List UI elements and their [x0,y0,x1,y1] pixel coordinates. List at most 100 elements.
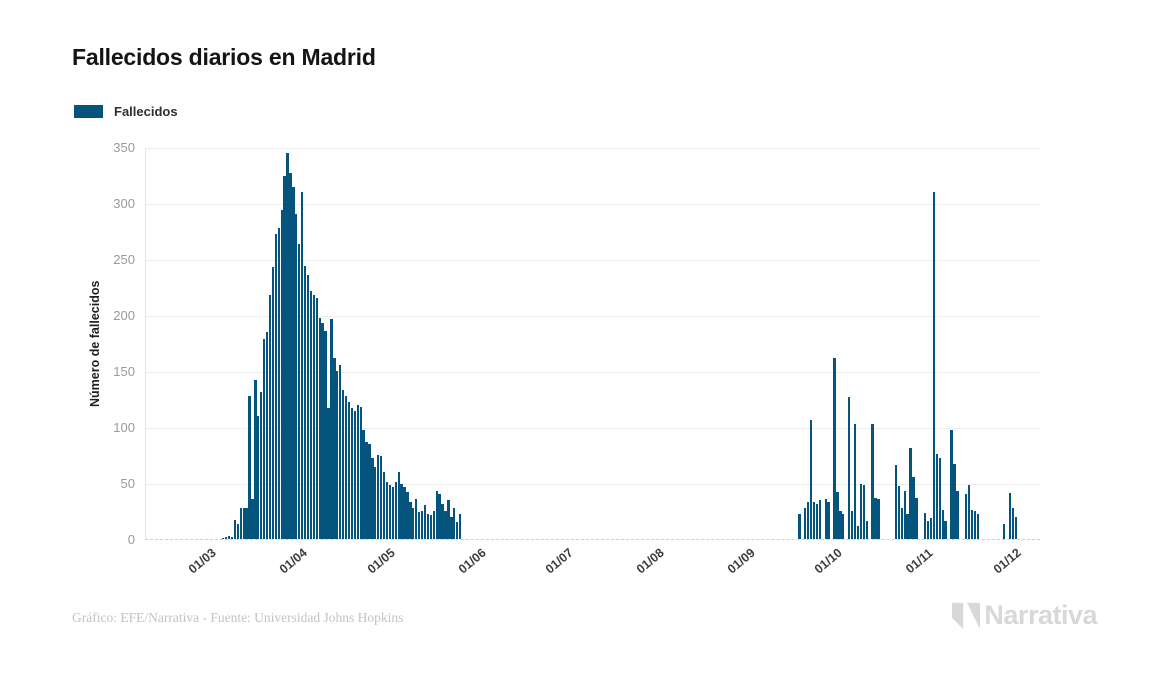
bar[interactable] [242,507,245,539]
bar[interactable] [248,395,251,539]
bar[interactable] [260,392,263,539]
bar[interactable] [909,448,912,539]
bar[interactable] [251,498,254,539]
bar[interactable] [967,485,971,539]
bar[interactable] [458,514,462,539]
bar[interactable] [429,515,433,539]
bar[interactable] [344,395,348,539]
bar[interactable] [315,298,318,539]
bar[interactable] [944,521,947,539]
bar[interactable] [976,514,979,539]
bar[interactable] [280,209,283,539]
bar[interactable] [268,294,272,539]
bar[interactable] [412,507,415,539]
bar[interactable] [254,379,257,539]
bar[interactable] [450,516,453,539]
bar[interactable] [312,294,316,539]
bar[interactable] [970,509,974,539]
bar[interactable] [262,338,266,539]
bar[interactable] [444,511,447,539]
bar[interactable] [397,471,400,539]
bar[interactable] [926,521,930,539]
bar[interactable] [236,524,239,539]
bar[interactable] [318,318,321,539]
bar[interactable] [871,423,874,539]
bar[interactable] [438,494,441,539]
bar[interactable] [441,504,444,539]
bar[interactable] [807,502,810,539]
bar[interactable] [426,514,430,539]
bar[interactable] [859,484,862,539]
bar[interactable] [818,499,822,539]
bar[interactable] [356,404,359,539]
bar[interactable] [809,420,813,539]
bar[interactable] [309,291,313,539]
bar[interactable] [1014,516,1017,539]
bar[interactable] [391,487,394,539]
bar[interactable] [385,481,389,539]
bar[interactable] [900,507,903,539]
bar[interactable] [277,227,280,539]
bar[interactable] [400,484,403,539]
bar[interactable] [1011,507,1015,539]
bar[interactable] [1002,524,1006,539]
bar[interactable] [382,471,386,539]
bar[interactable] [804,507,807,539]
bar[interactable] [362,430,365,539]
bar[interactable] [289,172,292,539]
bar[interactable] [827,502,830,539]
bar[interactable] [839,511,842,539]
bar[interactable] [842,514,845,539]
bar[interactable] [915,497,918,539]
bar[interactable] [929,517,933,539]
bar[interactable] [897,486,900,539]
bar[interactable] [447,499,450,539]
bar[interactable] [935,453,939,539]
bar[interactable] [274,234,278,539]
bar[interactable] [432,511,435,539]
bar[interactable] [938,458,941,539]
bar[interactable] [798,514,801,539]
bar[interactable] [453,507,456,539]
bar[interactable] [377,455,380,539]
bar[interactable] [224,536,228,539]
bar[interactable] [336,371,339,539]
bar[interactable] [365,441,368,539]
bar[interactable] [301,191,304,539]
bar[interactable] [850,511,854,539]
bar[interactable] [245,507,248,539]
bar[interactable] [973,511,977,539]
bar[interactable] [964,494,968,539]
bar[interactable] [321,322,324,539]
bar[interactable] [286,152,289,539]
bar[interactable] [423,505,427,539]
bar[interactable] [853,423,857,539]
bar[interactable] [833,357,836,539]
narrativa-logo[interactable]: Narrativa [951,600,1097,631]
bar[interactable] [435,490,438,539]
bar[interactable] [903,490,906,539]
legend-item[interactable]: Fallecidos [74,104,178,119]
bar[interactable] [350,407,354,539]
bar[interactable] [812,502,816,539]
bar[interactable] [403,487,406,539]
bar[interactable] [874,497,877,539]
bar[interactable] [230,536,234,539]
bar[interactable] [379,456,383,539]
bar[interactable] [341,390,345,539]
bar[interactable] [847,396,851,539]
bar[interactable] [877,498,880,539]
bar[interactable] [339,365,342,539]
bar[interactable] [295,214,298,539]
bar[interactable] [347,402,351,539]
bar[interactable] [388,485,392,539]
bar[interactable] [265,331,269,539]
bar[interactable] [222,537,225,539]
bar[interactable] [924,513,927,539]
bar[interactable] [956,490,959,539]
bar[interactable] [824,498,827,539]
bar[interactable] [368,443,371,539]
bar[interactable] [836,491,839,539]
bar[interactable] [298,244,301,539]
bar[interactable] [233,519,237,539]
